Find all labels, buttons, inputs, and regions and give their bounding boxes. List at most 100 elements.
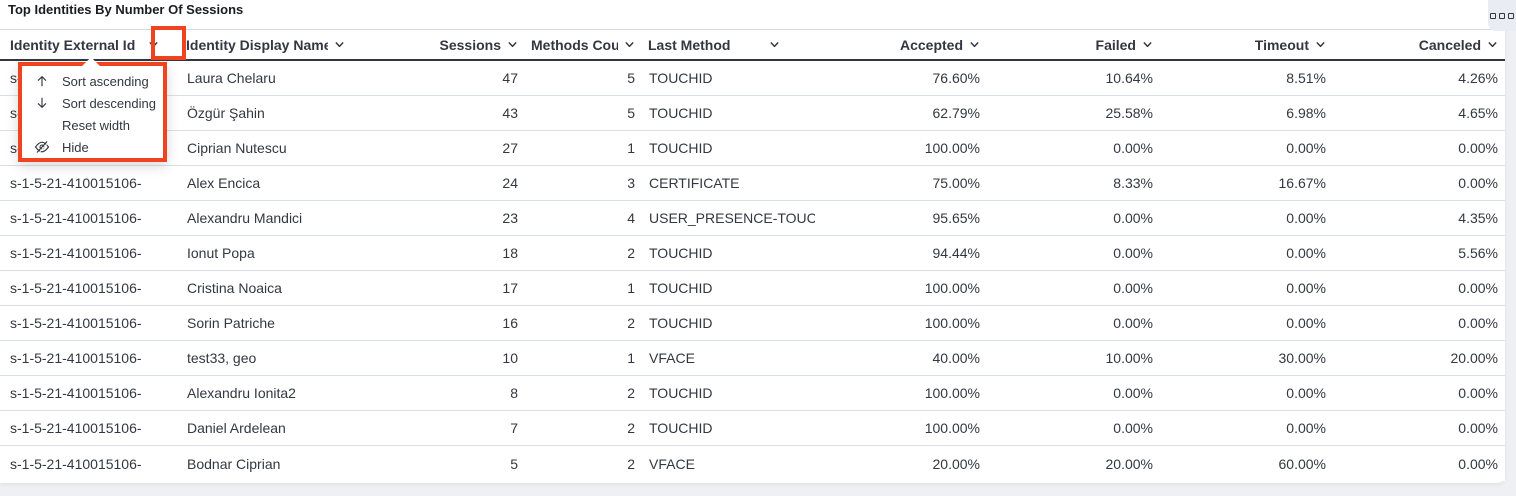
cell-methods-count: 1 — [525, 271, 642, 306]
menu-item-label: Hide — [62, 139, 89, 155]
cell-failed: 0.00% — [987, 236, 1160, 271]
table-row: s-1-5-21-410015106- Alex Encica 24 3 CERTIFI… — [0, 166, 1505, 201]
cell-sessions: 7 — [352, 411, 525, 446]
column-header-label: Timeout — [1254, 36, 1309, 53]
cell-last-method: TOUCHID — [642, 236, 815, 271]
chevron-down-icon[interactable] — [968, 38, 981, 51]
column-header-label: Failed — [1095, 36, 1136, 53]
cell-accepted: 75.00% — [815, 166, 987, 201]
menu-item-sort-ascending[interactable]: Sort ascending — [22, 70, 163, 92]
column-header-last-method[interactable]: Last Method — [642, 30, 815, 59]
cell-methods-count: 2 — [525, 306, 642, 341]
chevron-down-icon[interactable] — [1314, 38, 1327, 51]
cell-accepted: 100.00% — [815, 131, 987, 166]
cell-accepted: 62.79% — [815, 96, 987, 131]
column-header-label: Canceled — [1418, 36, 1481, 53]
cell-identity-display-name: Alexandru Ionita2 — [180, 376, 352, 411]
cell-failed: 10.64% — [987, 61, 1160, 96]
column-header-sessions[interactable]: Sessions — [352, 30, 525, 59]
cell-timeout: 6.98% — [1160, 96, 1333, 131]
cell-identity-external-id: s-1-5-21-410015106- — [0, 341, 180, 376]
column-header-timeout[interactable]: Timeout — [1160, 30, 1333, 59]
chevron-down-icon[interactable] — [333, 38, 346, 51]
cell-last-method: VFACE — [642, 341, 815, 376]
cell-timeout: 8.51% — [1160, 61, 1333, 96]
cell-timeout: 0.00% — [1160, 411, 1333, 446]
table-row: s-1-5-21-410015106- test33, geo 10 1 VFACE 40… — [0, 341, 1505, 376]
cell-canceled: 0.00% — [1333, 166, 1505, 201]
cell-identity-external-id: s-1-5-21-410015106- — [10, 455, 142, 472]
data-grid: Identity External Id Identity Display Nam… — [0, 29, 1505, 481]
cell-last-method: CERTIFICATE — [642, 166, 815, 201]
cell-accepted: 100.00% — [815, 376, 987, 411]
table-row: s-1-5-21-410015106- Sorin Patriche 16 2 TOUC… — [0, 306, 1505, 341]
cell-timeout: 0.00% — [1160, 306, 1333, 341]
chevron-down-icon[interactable] — [147, 38, 160, 51]
cell-sessions: 10 — [352, 341, 525, 376]
cell-identity-external-id: s-1-5-21-410015106- — [0, 201, 180, 236]
column-header-identity-external-id[interactable]: Identity External Id — [0, 30, 180, 59]
cell-identity-display-name: Özgür Şahin — [180, 96, 352, 131]
column-header-canceled[interactable]: Canceled — [1333, 30, 1505, 59]
column-header-methods-count[interactable]: Methods Count — [525, 30, 642, 59]
chevron-down-icon[interactable] — [1141, 38, 1154, 51]
cell-failed: 0.00% — [987, 306, 1160, 341]
cell-timeout: 30.00% — [1160, 341, 1333, 376]
cell-identity-display-name: Ionut Popa — [180, 236, 352, 271]
table-row: s-1-5-21-410015106- Daniel Ardelean 7 2 TOUC… — [0, 411, 1505, 446]
cell-identity-display-name: Ciprian Nutescu — [180, 131, 352, 166]
cell-sessions: 43 — [352, 96, 525, 131]
cell-sessions: 16 — [352, 306, 525, 341]
table-row: s-1-5-21-410015106-Özgür Şahin435TOUCHID… — [0, 96, 1505, 131]
chevron-down-icon[interactable] — [506, 38, 519, 51]
menu-item-reset-width[interactable]: Reset width — [22, 114, 163, 136]
column-actions-menu: Sort ascending Sort descending Reset width… — [18, 62, 167, 162]
cell-accepted: 100.00% — [815, 411, 987, 446]
cell-identity-display-name: Sorin Patriche — [180, 306, 352, 341]
cell-timeout: 60.00% — [1278, 455, 1326, 472]
column-header-accepted[interactable]: Accepted — [815, 30, 987, 59]
panel-title: Top Identities By Number Of Sessions — [8, 2, 244, 17]
boxes-horizontal-icon — [1490, 12, 1496, 19]
cell-last-method: TOUCHID — [642, 61, 815, 96]
cell-methods-count: 5 — [525, 61, 642, 96]
cell-methods-count: 1 — [525, 131, 642, 166]
cell-accepted: 20.00% — [932, 455, 980, 472]
cell-canceled: 0.00% — [1333, 376, 1505, 411]
chevron-down-icon[interactable] — [623, 38, 636, 51]
cell-canceled: 0.00% — [1333, 306, 1505, 341]
table-row: s-1-5-21-410015106- Alexandru Mandici 23 4 U… — [0, 201, 1505, 236]
cell-methods-count: 5 — [525, 96, 642, 131]
cell-timeout: 16.67% — [1160, 166, 1333, 201]
cell-failed: 25.58% — [987, 96, 1160, 131]
cell-last-method: TOUCHID — [642, 376, 815, 411]
menu-item-sort-descending[interactable]: Sort descending — [22, 92, 163, 114]
cell-sessions: 23 — [352, 201, 525, 236]
table-row: s-1-5-21-410015106- Ionut Popa 18 2 TOUCHID 9… — [0, 236, 1505, 271]
cell-methods-count: 2 — [525, 236, 642, 271]
cell-last-method: USER_PRESENCE-TOUC — [642, 201, 815, 236]
column-header-label: Identity Display Name — [186, 36, 328, 53]
cell-canceled: 20.00% — [1333, 341, 1505, 376]
cell-accepted: 76.60% — [815, 61, 987, 96]
cell-last-method: TOUCHID — [642, 131, 815, 166]
chevron-down-icon[interactable] — [1486, 38, 1499, 51]
cell-failed: 0.00% — [987, 411, 1160, 446]
column-header-identity-display-name[interactable]: Identity Display Name — [180, 30, 352, 59]
arrow-up-icon — [34, 73, 50, 89]
eye-slash-icon — [34, 139, 50, 155]
cell-canceled: 4.65% — [1333, 96, 1505, 131]
cell-accepted: 100.00% — [815, 271, 987, 306]
chevron-down-icon[interactable] — [768, 38, 781, 51]
cell-last-method: TOUCHID — [642, 306, 815, 341]
column-header-failed[interactable]: Failed — [987, 30, 1160, 59]
panel-options-button[interactable] — [1488, 0, 1516, 31]
menu-item-hide[interactable]: Hide — [22, 136, 163, 158]
cell-canceled: 0.00% — [1333, 411, 1505, 446]
cell-sessions: 18 — [352, 236, 525, 271]
cell-accepted: 100.00% — [815, 306, 987, 341]
cell-last-method: VFACE — [649, 455, 695, 472]
column-header-label: Identity External Id — [10, 36, 136, 53]
cell-failed: 0.00% — [987, 131, 1160, 166]
cell-identity-external-id: s-1-5-21-410015106- — [0, 411, 180, 446]
